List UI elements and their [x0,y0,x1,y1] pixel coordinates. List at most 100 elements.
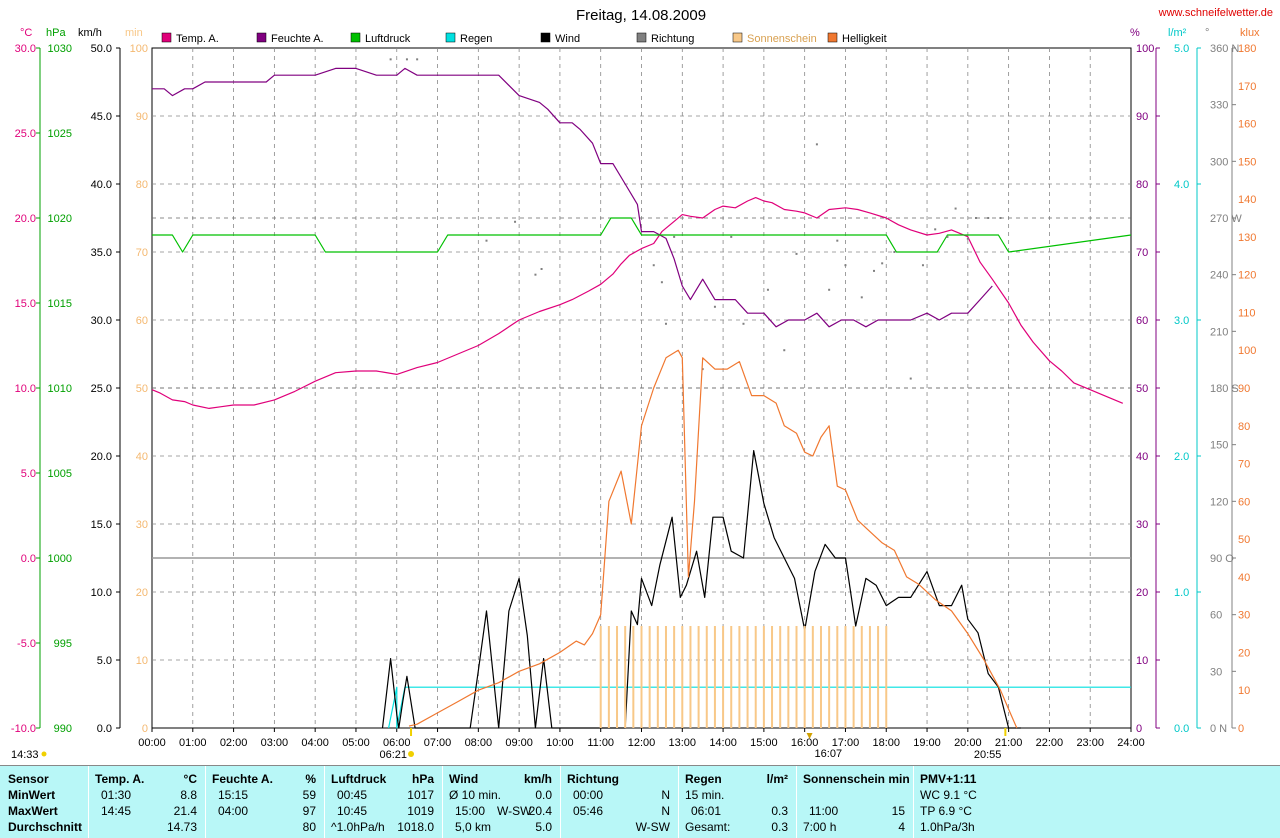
humidity-unit: % [305,772,316,786]
direction-point [534,273,537,276]
wind-tick-label: 0.0 [97,723,112,735]
stats-col-sunshine: Sonnenschein min 11:00 15 7:00 h 4 [797,766,913,838]
pmv-pressure-trend: 1.0hPa/3h [920,820,975,834]
legend-label: Temp. A. [176,33,219,45]
sunmin-tick-label: 10 [136,655,148,667]
pressure-min-time: 00:45 [337,788,368,802]
sunshine-bar [730,626,733,728]
rain-max-time: 06:01 [691,804,722,818]
sunshine-bar [795,626,798,728]
direction-point [954,207,957,210]
direction-tick-label: 60 [1210,610,1222,622]
x-tick-label: 12:00 [628,737,656,749]
statistics-panel: Sensor MinWert MaxWert Durchschnitt Temp… [0,765,1280,838]
sunshine-bar [616,626,619,728]
source-link[interactable]: www.schneifelwetter.de [1158,7,1273,19]
direction-point [893,251,896,253]
sunshine-bar [828,626,831,728]
brightness-tick-label: 0 [1238,723,1244,735]
humidity-tick-label: 80 [1136,179,1148,191]
temp-a-line [151,197,1124,409]
sensor-header: Sensor [8,772,49,786]
pressure-tick-label: 990 [54,723,72,735]
pressure-tick-label: 1015 [48,298,72,310]
brightness-tick-label: 130 [1238,232,1256,244]
sunshine-bar [877,626,880,728]
brightness-tick-label: 110 [1238,307,1256,319]
direction-tick-label: 120 [1210,496,1228,508]
x-tick-label: 07:00 [424,737,452,749]
stats-divider [678,766,679,838]
x-tick-label: 04:00 [301,737,329,749]
brightness-tick-label: 30 [1238,610,1250,622]
direction-point [881,262,884,265]
temp-tick-label: -10.0 [11,723,36,735]
legend: Temp. A. Feuchte A. Luftdruck Regen Wind Rich… [161,32,887,45]
humidity-avg-value: 80 [302,820,316,834]
direction-tick-label: 360 N [1210,43,1239,55]
x-tick-label: 01:00 [179,737,207,749]
sunshine-bar [885,626,888,728]
direction-point [795,252,798,255]
direction-point [966,237,969,240]
stats-col-direction: Richtung 00:00 N 05:46 N W-SW [561,766,678,838]
brightness-tick-label: 40 [1238,572,1250,584]
direction-point [742,322,745,325]
pressure-unit: hPa [411,772,434,786]
temp-tick-label: 5.0 [21,468,36,480]
sunshine-bar [762,626,765,728]
sunset-label: 20:55 [974,749,1002,761]
sunshine-bar [738,626,741,728]
brightness-tick-label: 170 [1238,81,1256,93]
legend-swatch [827,32,838,43]
legend-swatch [540,32,551,43]
sunmin-tick-label: 100 [130,43,148,55]
brightness-tick-label: 60 [1238,496,1250,508]
x-tick-label: 09:00 [505,737,533,749]
direction-point [909,377,912,380]
temp-max-value: 21.4 [173,804,197,818]
x-tick-label: 17:00 [832,737,860,749]
x-tick-label: 14:00 [709,737,737,749]
wind-header: Wind [449,772,479,786]
direction-tick-label: 180 S [1210,383,1239,395]
sunshine-bar [803,626,806,728]
humidity-tick-label: 60 [1136,315,1148,327]
brightness-tick-label: 180 [1238,43,1256,55]
direction-point [828,288,831,291]
brightness-tick-label: 10 [1238,685,1250,697]
axes: 00:00 01:00 02:00 03:00 04:00 05:00 06:00 07:00… [11,43,1256,749]
humidity-min-time: 15:15 [218,788,249,802]
brightness-tick-label: 120 [1238,270,1256,282]
sunmin-tick-label: 0 [142,723,148,735]
x-tick-label: 18:00 [872,737,900,749]
pressure-tick-label: 1005 [48,468,72,480]
direction-point [815,143,818,146]
sunmin-tick-label: 40 [136,451,148,463]
sunshine-header: Sonnenschein min [803,772,910,786]
direction-point [514,220,517,223]
sunshine-bar [673,626,676,728]
direction-tick-label: 90 O [1210,553,1234,565]
stats-divider [796,766,797,838]
legend-label: Wind [555,33,580,45]
wind-max-time: 15:00 [455,804,486,818]
sun-duration-label: 14:33 [11,749,39,761]
sunrise-label: 06:21 [379,749,407,761]
sun-max-label: 16:07 [815,748,843,760]
sunshine-bar [713,626,716,728]
humidity-tick-label: 90 [1136,111,1148,123]
annotations: 06:21 20:55 16:07 14:33 [11,728,1007,761]
direction-r1-time: 00:00 [573,788,604,802]
direction-tick-label: 240 [1210,270,1228,282]
direction-tick-label: 150 [1210,440,1228,452]
rain-tick-label: 4.0 [1174,179,1189,191]
pmv-windchill: WC 9.1 °C [920,788,977,802]
wind-avg-value: 0.0 [535,788,552,802]
temp-header: Temp. A. [95,772,145,786]
wind-unit: km/h [523,772,552,786]
humidity-unit-label: % [1130,27,1140,39]
legend-label: Regen [460,33,492,45]
direction-tick-label: 330 [1210,100,1228,112]
sunshine-bar [779,626,782,728]
